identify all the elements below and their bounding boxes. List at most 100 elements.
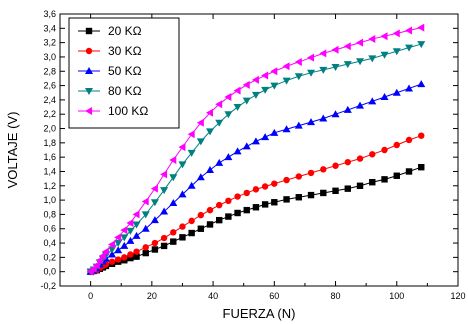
data-point (319, 49, 327, 58)
data-point (320, 166, 327, 173)
data-point (343, 42, 351, 51)
data-point (307, 69, 316, 77)
data-point (215, 119, 224, 127)
legend-marker (85, 88, 93, 95)
data-point (108, 250, 117, 258)
data-point (114, 246, 123, 254)
data-point (261, 201, 269, 208)
legend-marker (85, 67, 93, 74)
data-point (270, 67, 278, 76)
data-point (344, 158, 351, 166)
data-point (160, 187, 169, 195)
data-point (132, 221, 141, 229)
data-point (343, 61, 352, 69)
data-point (261, 183, 269, 190)
y-tick-label: 2,2 (43, 109, 56, 119)
data-point (242, 142, 251, 150)
legend-item: 100 KΩ (78, 104, 148, 118)
data-point (234, 209, 241, 217)
data-point (307, 191, 315, 199)
data-point (356, 182, 364, 189)
y-tick-label: 0,4 (43, 238, 56, 248)
data-point (196, 138, 205, 146)
data-point (356, 58, 365, 66)
x-tick-label: 40 (208, 291, 218, 301)
data-point (332, 162, 339, 169)
y-tick-label: 1,8 (43, 138, 56, 148)
data-point (178, 143, 186, 152)
data-point (197, 211, 205, 219)
y-tick-label: -0,2 (40, 281, 56, 291)
data-point (242, 80, 250, 89)
data-point (251, 91, 260, 99)
x-axis-title: FUERZA (N) (223, 306, 296, 321)
data-point (101, 247, 109, 256)
data-point (120, 234, 129, 242)
y-tick-label: 0,8 (43, 209, 56, 219)
data-point (392, 29, 400, 38)
y-tick-label: 0,6 (43, 224, 56, 234)
data-point (108, 240, 116, 249)
data-point (417, 23, 425, 32)
data-point (283, 196, 290, 203)
data-point (141, 197, 149, 206)
data-point (224, 111, 233, 119)
data-point (233, 86, 241, 95)
data-point (120, 226, 128, 235)
y-tick-label: 2,8 (43, 66, 56, 76)
data-point (319, 114, 328, 122)
y-tick-label: 2,4 (43, 95, 56, 105)
y-tick-label: 3,6 (43, 9, 56, 19)
legend-label: 30 KΩ (108, 44, 142, 58)
legend-label: 100 KΩ (108, 104, 148, 118)
legend-item: 30 KΩ (78, 44, 142, 58)
data-point (294, 121, 303, 129)
legend-label: 80 KΩ (108, 84, 142, 98)
data-point (418, 163, 425, 171)
data-point (169, 156, 177, 165)
data-point (141, 211, 150, 219)
data-point (188, 229, 195, 237)
y-tick-label: 3,2 (43, 38, 56, 48)
series-5 (86, 23, 425, 276)
data-point (380, 51, 389, 59)
data-point (405, 136, 413, 144)
y-tick-label: 0,0 (43, 267, 56, 277)
data-point (178, 161, 187, 169)
data-point (114, 233, 122, 242)
data-point (295, 194, 302, 201)
data-point (393, 172, 400, 179)
data-point (307, 118, 316, 126)
data-point (381, 176, 388, 183)
y-axis-title: VOLTAJE (V) (5, 112, 20, 189)
y-tick-label: 3,4 (43, 23, 56, 33)
data-point (242, 97, 251, 105)
data-point (405, 84, 414, 92)
data-point (294, 73, 303, 81)
data-point (127, 254, 134, 262)
data-point (216, 201, 223, 209)
data-point (197, 225, 205, 232)
legend: 20 KΩ 30 KΩ 50 KΩ 80 KΩ 100 KΩ (68, 17, 180, 129)
legend-item: 20 KΩ (78, 24, 142, 38)
data-point (261, 133, 270, 141)
data-point (380, 93, 389, 101)
data-point (331, 63, 340, 71)
data-point (418, 132, 425, 139)
data-point (233, 104, 242, 112)
x-tick-label: 80 (331, 291, 341, 301)
data-point (150, 199, 159, 207)
data-point (216, 216, 223, 224)
series-4 (86, 41, 426, 276)
data-point (307, 53, 315, 62)
data-point (294, 57, 302, 66)
data-point (196, 118, 204, 127)
data-point (270, 128, 279, 136)
data-point (393, 141, 400, 149)
data-point (114, 256, 122, 263)
x-tick-label: 100 (389, 291, 404, 301)
y-tick-label: 0,2 (43, 252, 56, 262)
y-tick-label: 1,6 (43, 152, 56, 162)
data-point (252, 186, 260, 193)
data-point (252, 204, 260, 211)
